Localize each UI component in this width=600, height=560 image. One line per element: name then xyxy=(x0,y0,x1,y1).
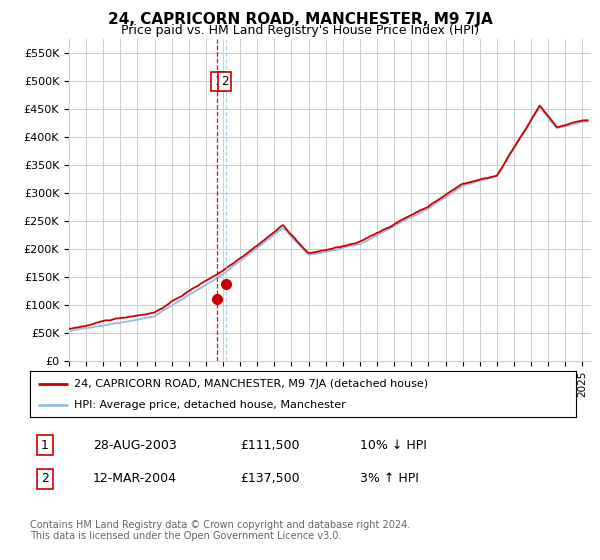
Text: 1: 1 xyxy=(41,438,49,452)
Text: 24, CAPRICORN ROAD, MANCHESTER, M9 7JA: 24, CAPRICORN ROAD, MANCHESTER, M9 7JA xyxy=(107,12,493,27)
Text: 1: 1 xyxy=(214,74,222,88)
Text: Price paid vs. HM Land Registry's House Price Index (HPI): Price paid vs. HM Land Registry's House … xyxy=(121,24,479,37)
Text: HPI: Average price, detached house, Manchester: HPI: Average price, detached house, Manc… xyxy=(74,400,346,410)
Text: 3% ↑ HPI: 3% ↑ HPI xyxy=(360,472,419,486)
Text: 12-MAR-2004: 12-MAR-2004 xyxy=(93,472,177,486)
Text: 2: 2 xyxy=(221,74,228,88)
Text: 2: 2 xyxy=(41,472,49,486)
Text: £111,500: £111,500 xyxy=(240,438,299,452)
Text: 28-AUG-2003: 28-AUG-2003 xyxy=(93,438,177,452)
Text: Contains HM Land Registry data © Crown copyright and database right 2024.
This d: Contains HM Land Registry data © Crown c… xyxy=(30,520,410,542)
Text: £137,500: £137,500 xyxy=(240,472,299,486)
Text: 24, CAPRICORN ROAD, MANCHESTER, M9 7JA (detached house): 24, CAPRICORN ROAD, MANCHESTER, M9 7JA (… xyxy=(74,379,428,389)
Text: 10% ↓ HPI: 10% ↓ HPI xyxy=(360,438,427,452)
